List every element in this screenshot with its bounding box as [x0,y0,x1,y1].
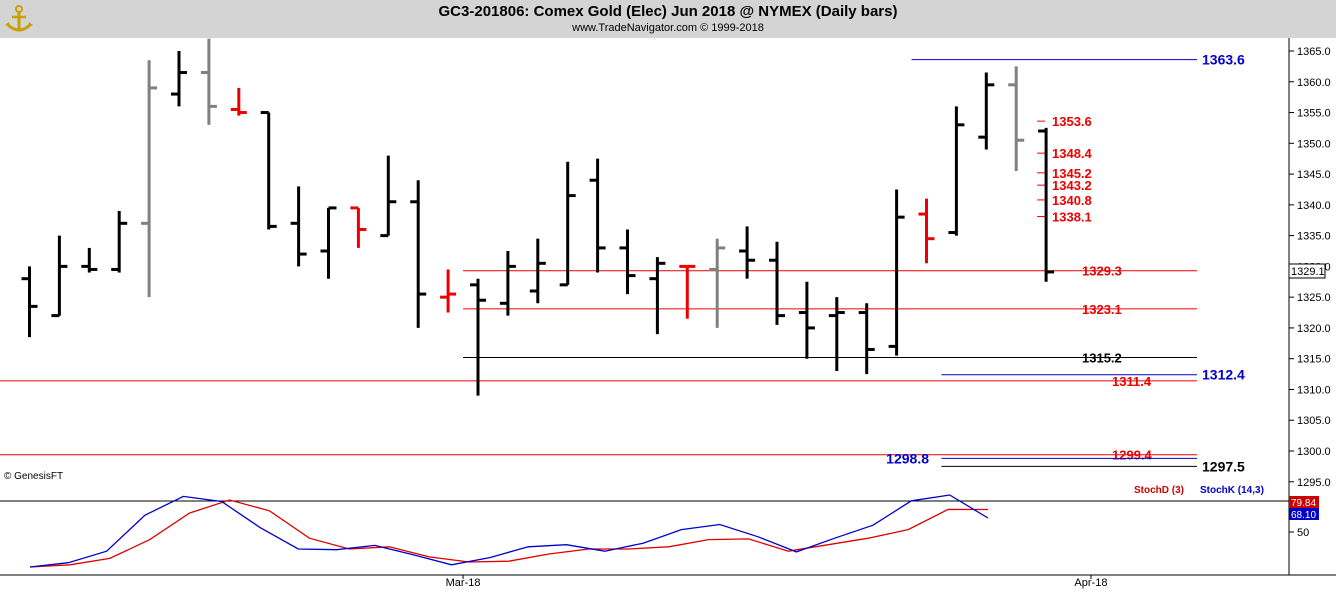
x-tick-label: Apr-18 [1074,577,1107,589]
legend-stochd: StochD (3) [1134,485,1184,496]
y-tick-label: 1360.0 [1297,77,1331,89]
level-label: 1299.4 [1112,448,1153,463]
x-tick-label: Mar-18 [446,577,481,589]
chart-header: GC3-201806: Comex Gold (Elec) Jun 2018 @… [0,0,1336,38]
level-label: 1345.2 [1052,166,1092,181]
y-tick-label: 1295.0 [1297,477,1331,489]
legend-stochk: StochK (14,3) [1200,485,1264,496]
indicator-plot-area [0,475,1289,575]
y-tick-label: 1345.0 [1297,169,1331,181]
y-tick-label: 1310.0 [1297,384,1331,396]
y-tick-label: 1340.0 [1297,200,1331,212]
y-tick-label: 1315.0 [1297,354,1331,366]
price-plot-area [0,38,1289,475]
y-tick-label: 1300.0 [1297,446,1331,458]
level-label: 1343.2 [1052,178,1092,193]
level-label: 1297.5 [1202,458,1245,474]
y-tick-label: 1355.0 [1297,108,1331,120]
level-label: 1312.4 [1202,367,1245,383]
last-price-box [1288,263,1326,279]
level-label: 1315.2 [1082,350,1122,365]
level-label: 1353.6 [1052,114,1092,129]
level-label: 1363.6 [1202,52,1245,68]
y-tick-label: 1325.0 [1297,292,1331,304]
stochk-value-box [1289,508,1319,520]
y-tick-label: 1320.0 [1297,323,1331,335]
y-tick-label: 1305.0 [1297,415,1331,427]
level-label: 1323.1 [1082,302,1122,317]
stochd-value-label: 79.84 [1291,498,1316,509]
y-tick-label: 1335.0 [1297,231,1331,243]
y-tick-label: 1365.0 [1297,46,1331,58]
level-label: 1298.8 [886,450,929,466]
y-tick-label: 1350.0 [1297,138,1331,150]
stochd-line [29,499,989,568]
level-label: 1329.3 [1082,264,1122,279]
stochd-value-box [1289,496,1319,508]
level-label: 1338.1 [1052,210,1092,225]
stochk-line [29,494,989,568]
level-label: 1348.4 [1052,146,1093,161]
stochk-value-label: 68.10 [1291,510,1316,521]
last-price-label: 1329.1 [1291,266,1325,278]
anchor-logo-icon [5,5,33,32]
copyright-label: © GenesisFT [4,471,63,482]
chart-title: GC3-201806: Comex Gold (Elec) Jun 2018 @… [438,3,898,20]
stoch-y-tick-label: 50 [1297,527,1309,539]
level-label: 1340.8 [1052,193,1092,208]
level-label: 1311.4 [1112,374,1152,389]
chart-subtitle: www.TradeNavigator.com © 1999-2018 [572,22,764,34]
